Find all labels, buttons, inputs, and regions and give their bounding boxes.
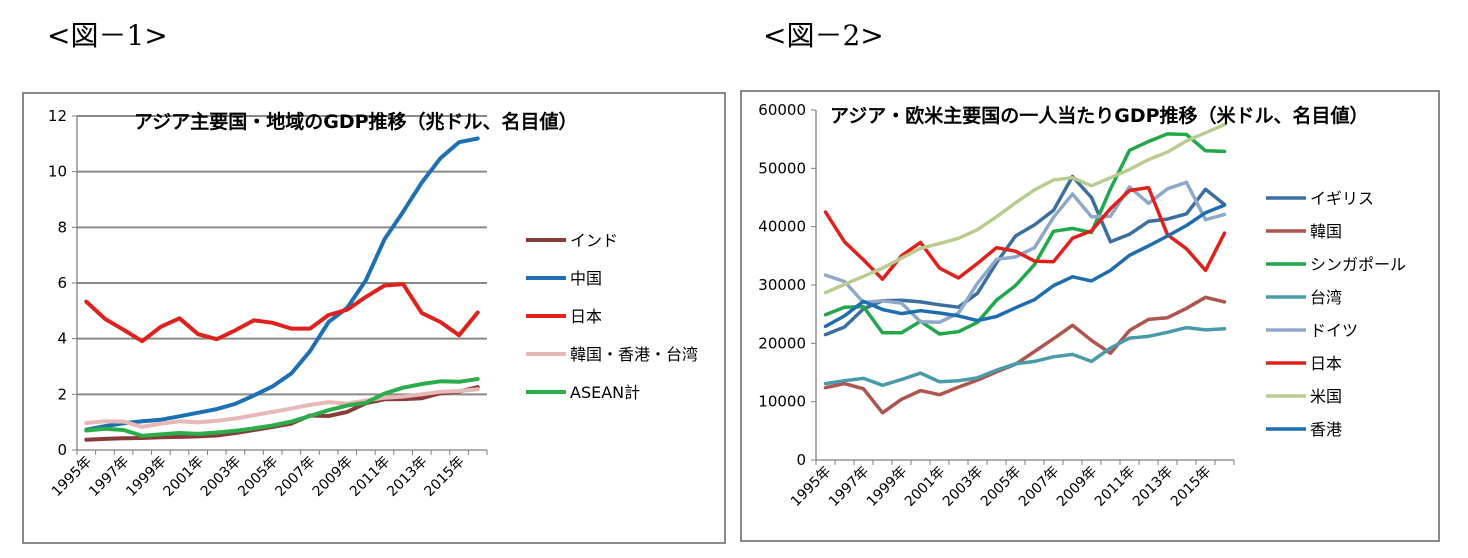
chart2-x-tick-label: 2011年	[1092, 464, 1138, 510]
chart2-x-tick-label: 2005年	[978, 464, 1024, 510]
figure-2-label: <図－2>	[763, 19, 884, 52]
chart1-y-tick-label: 2	[57, 385, 67, 403]
chart2-series-line-8	[823, 203, 1227, 329]
chart2-legend-label: 日本	[1310, 354, 1342, 373]
chart-2-panel: 0 10000 20000 30000 40000 50000 60000 1995年 1997…	[740, 90, 1440, 542]
chart2-y-tick-label: 40000	[758, 218, 806, 236]
chart1-y-tick-label: 10	[48, 163, 67, 181]
chart2-legend-label: 韓国	[1310, 222, 1342, 241]
chart1-y-tick-label: 12	[48, 107, 67, 125]
chart1-x-tick-label: 2003年	[198, 454, 244, 500]
chart2-series-line-7	[823, 122, 1227, 295]
chart1-x-tick-label: 2015年	[421, 454, 467, 500]
chart2-x-tick-label: 1995年	[788, 464, 834, 510]
chart1-x-tick-label: 2013年	[384, 454, 430, 500]
chart-1-panel: 0 2 4 6 8 10 12 1995年 1997年 1999年 2001年 2003年 2005年 2…	[22, 92, 726, 544]
chart1-x-tick-label: 2007年	[272, 454, 318, 500]
chart2-x-tick-label: 2009年	[1054, 464, 1100, 510]
chart1-x-tick-label: 1997年	[86, 454, 132, 500]
chart2-x-tick-label: 2013年	[1130, 464, 1176, 510]
chart1-legend-label: インド	[570, 231, 618, 250]
chart2-series-line-6	[823, 185, 1227, 281]
chart2-x-tick-label: 2001年	[902, 464, 948, 510]
figure-1-label: <図－1>	[47, 19, 168, 52]
chart2-series-line-3	[823, 132, 1227, 336]
chart2-x-tick-label: 1997年	[826, 464, 872, 510]
chart2-y-tick-label: 0	[796, 451, 806, 469]
chart2-x-tick-label: 2007年	[1016, 464, 1062, 510]
chart1-series-line-2	[84, 136, 480, 432]
chart1-x-tick-label: 1995年	[49, 454, 95, 500]
chart2-series-line-2	[823, 295, 1227, 415]
chart1-y-tick-label: 4	[57, 330, 67, 348]
chart2-x-tick-label: 2015年	[1168, 464, 1214, 510]
chart1-y-tick-label: 6	[57, 274, 67, 292]
chart1-x-tick-label: 1999年	[123, 454, 169, 500]
chart1-x-tick-label: 2001年	[161, 454, 207, 500]
chart2-x-tick-label: 1999年	[864, 464, 910, 510]
chart1-series-line-3	[84, 282, 480, 344]
chart1-series-line-4	[84, 387, 480, 429]
chart2-series-line-5	[823, 180, 1227, 325]
chart2-title: アジア・欧米主要国の一人当たりGDP推移（米ドル、名目値）	[830, 104, 1369, 127]
chart1-title: アジア主要国・地域のGDP推移（兆ドル、名目値）	[134, 110, 578, 133]
chart2-legend-label: シンガポール	[1310, 255, 1406, 274]
chart1-legend-label: ASEAN計	[570, 383, 640, 402]
chart1-series-line-5	[84, 377, 480, 438]
chart2-legend-label: イギリス	[1310, 189, 1374, 208]
chart2-legend-label: 台湾	[1310, 288, 1342, 307]
chart1-x-tick-label: 2005年	[235, 454, 281, 500]
chart1-y-tick-label: 0	[57, 441, 67, 459]
chart2-y-tick-label: 50000	[758, 159, 806, 177]
chart2-y-tick-label: 20000	[758, 334, 806, 352]
chart-2-svg: 0 10000 20000 30000 40000 50000 60000 1995年1997…	[758, 101, 1406, 510]
chart1-x-tick-label: 2011年	[347, 454, 393, 500]
chart2-legend-label: 米国	[1310, 387, 1342, 406]
chart2-y-tick-label: 60000	[758, 101, 806, 119]
chart1-x-tick-label: 2009年	[310, 454, 356, 500]
chart1-legend-label: 韓国・香港・台湾	[570, 345, 698, 364]
chart2-y-tick-label: 30000	[758, 276, 806, 294]
chart2-x-tick-label: 2003年	[940, 464, 986, 510]
chart2-legend-label: ドイツ	[1310, 321, 1358, 340]
chart1-legend-label: 日本	[570, 307, 602, 326]
chart2-legend-label: 香港	[1310, 420, 1342, 439]
chart1-y-tick-label: 8	[57, 218, 67, 236]
chart1-legend-label: 中国	[570, 269, 602, 288]
chart2-series-line-4	[823, 325, 1227, 388]
chart2-y-tick-label: 10000	[758, 393, 806, 411]
chart-1-svg: 0246810121995年1997年1999年2001年2003年2005年2…	[48, 107, 698, 500]
